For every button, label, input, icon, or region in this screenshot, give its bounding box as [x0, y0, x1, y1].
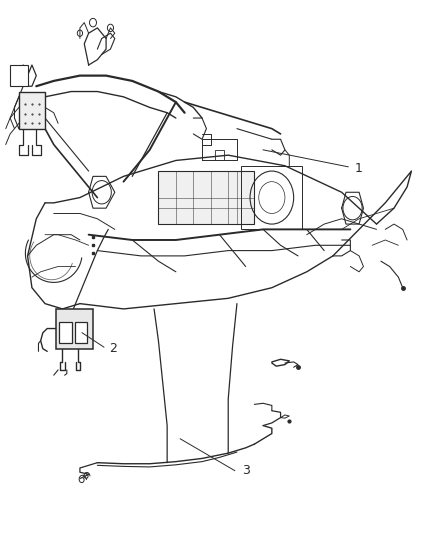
Bar [19, 92, 45, 128]
Bar [241, 166, 302, 229]
Bar [56, 309, 93, 349]
Text: 1: 1 [354, 162, 362, 175]
Bar [74, 322, 87, 343]
Text: 3: 3 [241, 464, 249, 477]
Bar [59, 322, 71, 343]
FancyBboxPatch shape [158, 171, 254, 224]
Bar [10, 65, 28, 86]
Text: 2: 2 [109, 342, 117, 355]
